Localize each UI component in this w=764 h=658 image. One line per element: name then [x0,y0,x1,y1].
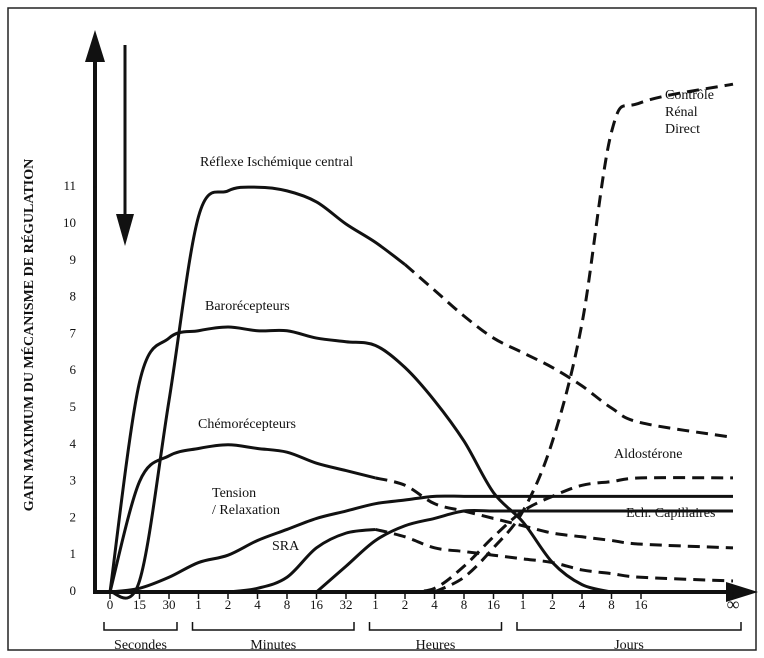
series-label: Tension / Relaxation [212,486,281,518]
line [108,325,612,594]
y-tick-label: 7 [70,325,77,340]
group-bracket [103,622,178,631]
y-tick-label: 5 [70,399,77,414]
y-tick-label: 6 [70,362,77,377]
x-tick-label: 16 [635,597,649,612]
y-tick-label: 4 [70,436,77,451]
x-tick-label: 1 [372,597,379,612]
x-tick-label: ∞ [727,594,740,614]
x-tick-label: 32 [340,597,353,612]
dashed-line [375,476,734,550]
down-arrow-head [116,214,134,246]
y-tick-label: 9 [70,252,77,267]
group-bracket [516,622,742,631]
x-tick-label: 1 [520,597,527,612]
series-label: Ech. Capillaires [626,506,716,521]
x-tick-label: 4 [254,597,261,612]
x-tick-label: 8 [608,597,615,612]
dashed-line [404,263,734,439]
series-label: SRA [272,539,300,554]
y-tick-label: 1 [70,546,77,561]
y-tick-label: 2 [70,509,77,524]
x-tick-label: 15 [133,597,146,612]
dashed-line [404,476,734,594]
group-label: Jours [614,638,644,653]
x-tick-label: 8 [461,597,468,612]
x-tick-label: 16 [487,597,501,612]
y-tick-label: 11 [63,178,76,193]
x-tick-label: 30 [163,597,176,612]
series-label: Aldostérone [614,447,683,462]
series-label: Contrôle Rénal Direct [665,88,714,137]
group-bracket [368,622,503,631]
group-label: Minutes [250,638,296,653]
x-tick-label: 8 [284,597,291,612]
x-tick-label: 4 [431,597,438,612]
line [109,494,733,594]
x-axis-arrow [726,582,758,602]
line [109,185,406,600]
x-tick-label: 2 [402,597,409,612]
series-label: Barorécepteurs [205,299,290,314]
line [108,443,376,593]
y-tick-label: 0 [70,583,77,598]
group-bracket [191,622,355,631]
y-tick-label: 10 [63,215,76,230]
series-label: Chémorécepteurs [198,417,296,432]
y-tick-label: 8 [70,289,77,304]
x-tick-label: 2 [549,597,556,612]
x-tick-label: 4 [579,597,586,612]
frame [7,7,757,651]
line [227,527,376,594]
y-axis-label: GAIN MAXIMUM DU MÉCANISME DE RÉGULATION [20,159,37,511]
y-tick-label: 3 [70,473,77,488]
group-label: Heures [416,638,456,653]
x-tick-label: 0 [107,597,114,612]
dashed-line [375,527,734,583]
group-label: Secondes [114,638,167,653]
x-tick-label: 16 [310,597,324,612]
line [315,509,733,594]
x-tick-label: 1 [195,597,202,612]
y-axis-arrow [85,30,105,62]
series-label: Réflexe Ischémique central [200,155,354,170]
x-tick-label: 2 [225,597,232,612]
